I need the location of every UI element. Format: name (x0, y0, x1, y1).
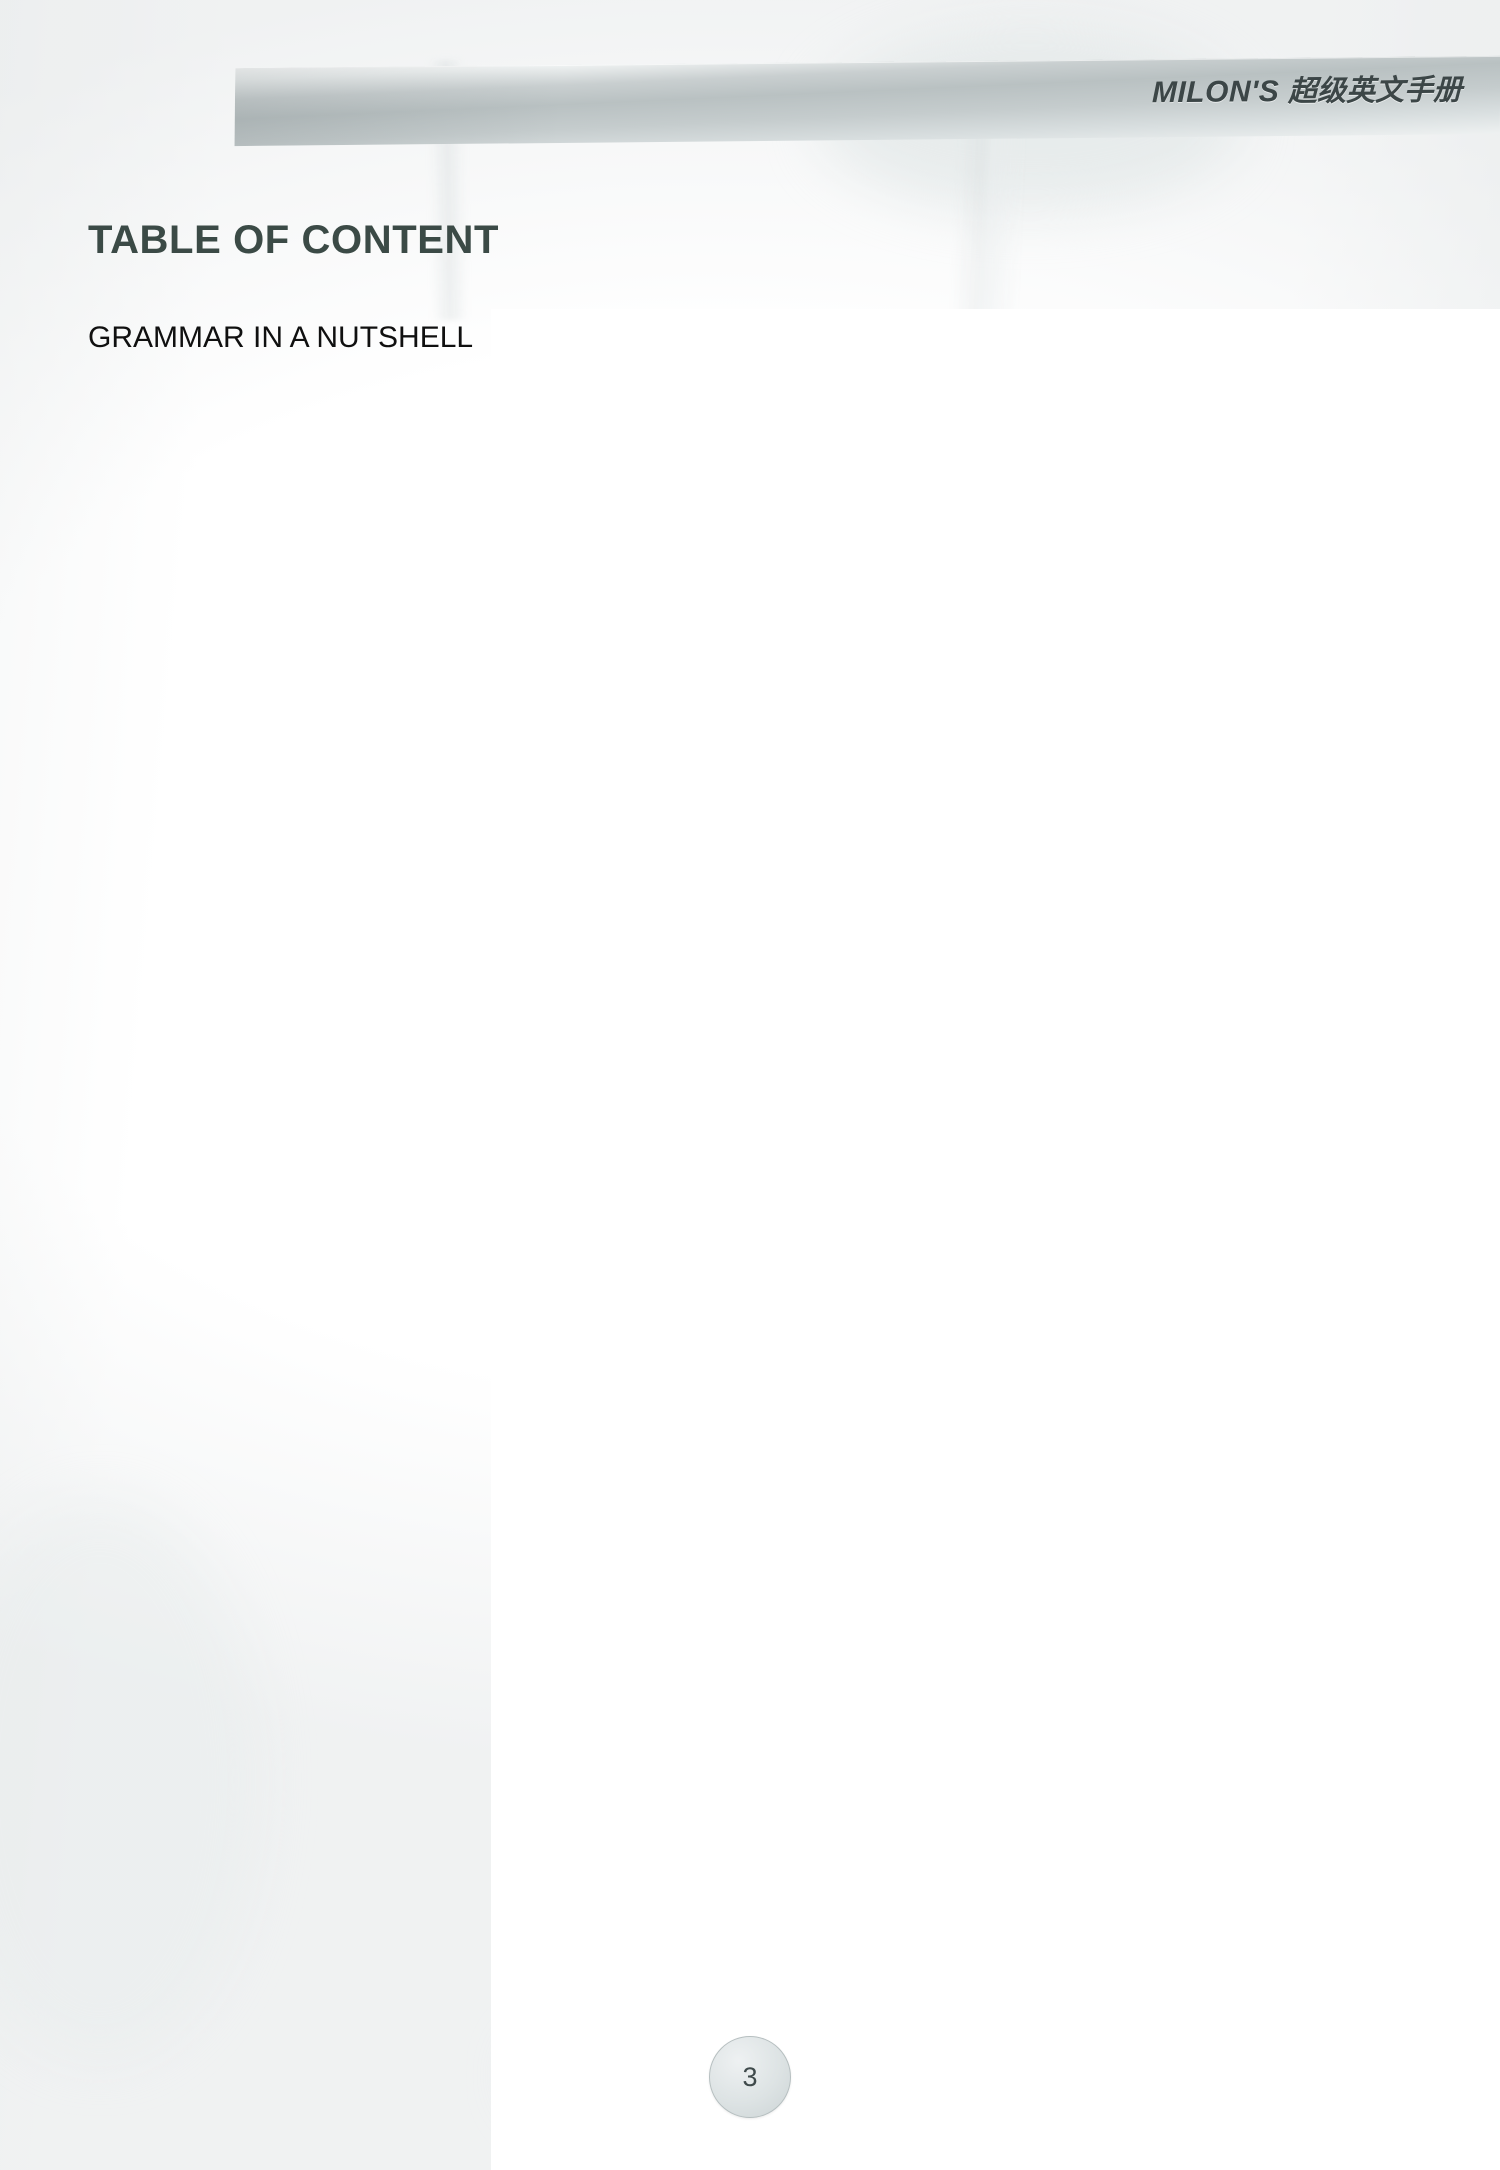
running-header-brand: MILON'S (1151, 75, 1280, 110)
toc-entry-label: GRAMMAR IN A NUTSHELL (88, 309, 473, 368)
page-footer: 3 (0, 2036, 1500, 2118)
toc-leader-dots (477, 333, 489, 343)
table-of-contents-list: GRAMMAR IN A NUTSHELL81.NOUNS | 名词91.1De… (88, 309, 1500, 2170)
toc-entry-label-en: GRAMMAR IN A NUTSHELL (88, 321, 474, 354)
toc-entry-page-number: 8 (491, 309, 1500, 2170)
running-header-band: MILON'S 超级英文手册 (234, 55, 1500, 147)
page-content: TABLE OF CONTENT GRAMMAR IN A NUTSHELL81… (88, 218, 1500, 2170)
page-title: TABLE OF CONTENT (88, 218, 500, 262)
page-number-badge: 3 (709, 2036, 791, 2118)
toc-entry[interactable]: GRAMMAR IN A NUTSHELL 8 (88, 309, 1500, 2170)
running-header-subtitle-cn: 超级英文手册 (1287, 72, 1463, 108)
running-header-text: MILON'S 超级英文手册 (1152, 66, 1463, 111)
